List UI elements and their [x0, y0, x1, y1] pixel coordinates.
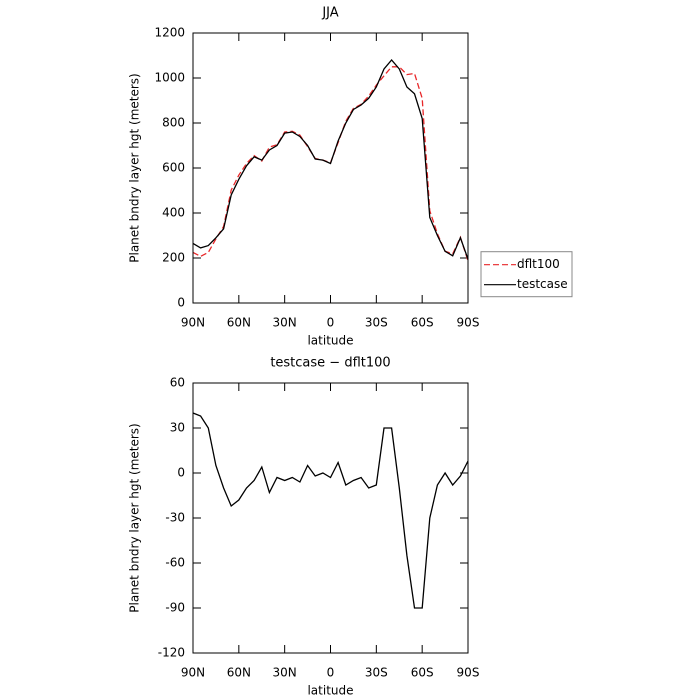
chart-title: testcase − dflt100 — [270, 356, 390, 371]
legend-label: dflt100 — [517, 257, 560, 271]
x-tick-label: 60S — [411, 316, 434, 330]
x-tick-label: 0 — [327, 666, 335, 680]
y-tick-label: 200 — [162, 251, 185, 265]
x-axis-label: latitude — [307, 684, 353, 698]
chart-title: JJA — [321, 6, 338, 21]
plot-frame — [192, 382, 469, 654]
x-tick-label: 90N — [181, 316, 205, 330]
y-tick-label: -90 — [165, 601, 185, 615]
y-tick-label: -120 — [158, 646, 185, 660]
x-tick-label: 90N — [181, 666, 205, 680]
x-tick-label: 90S — [457, 316, 480, 330]
y-tick-label: -30 — [165, 511, 185, 525]
x-tick-label: 60N — [227, 316, 251, 330]
y-tick-label: 0 — [177, 466, 185, 480]
y-axis-label: Planet bndry layer hgt (meters) — [128, 73, 142, 263]
x-tick-label: 30N — [273, 316, 297, 330]
legend-label: testcase — [517, 277, 568, 291]
y-tick-label: 1200 — [154, 26, 185, 40]
y-axis-label: Planet bndry layer hgt (meters) — [128, 423, 142, 613]
plot-frame — [192, 32, 469, 304]
y-tick-label: 600 — [162, 161, 185, 175]
y-tick-label: 800 — [162, 116, 185, 130]
y-tick-label: 400 — [162, 206, 185, 220]
x-tick-label: 0 — [327, 316, 335, 330]
x-tick-label: 30S — [365, 316, 388, 330]
y-tick-label: 30 — [170, 421, 185, 435]
legend-box — [480, 251, 573, 298]
x-tick-label: 90S — [457, 666, 480, 680]
x-axis-label: latitude — [307, 334, 353, 348]
y-tick-label: -60 — [165, 556, 185, 570]
x-tick-label: 30S — [365, 666, 388, 680]
y-tick-label: 60 — [170, 376, 185, 390]
y-tick-label: 1000 — [154, 71, 185, 85]
y-tick-label: 0 — [177, 296, 185, 310]
x-tick-label: 30N — [273, 666, 297, 680]
data-line — [192, 58, 469, 260]
x-tick-label: 60S — [411, 666, 434, 680]
data-line — [192, 412, 469, 609]
x-tick-label: 60N — [227, 666, 251, 680]
